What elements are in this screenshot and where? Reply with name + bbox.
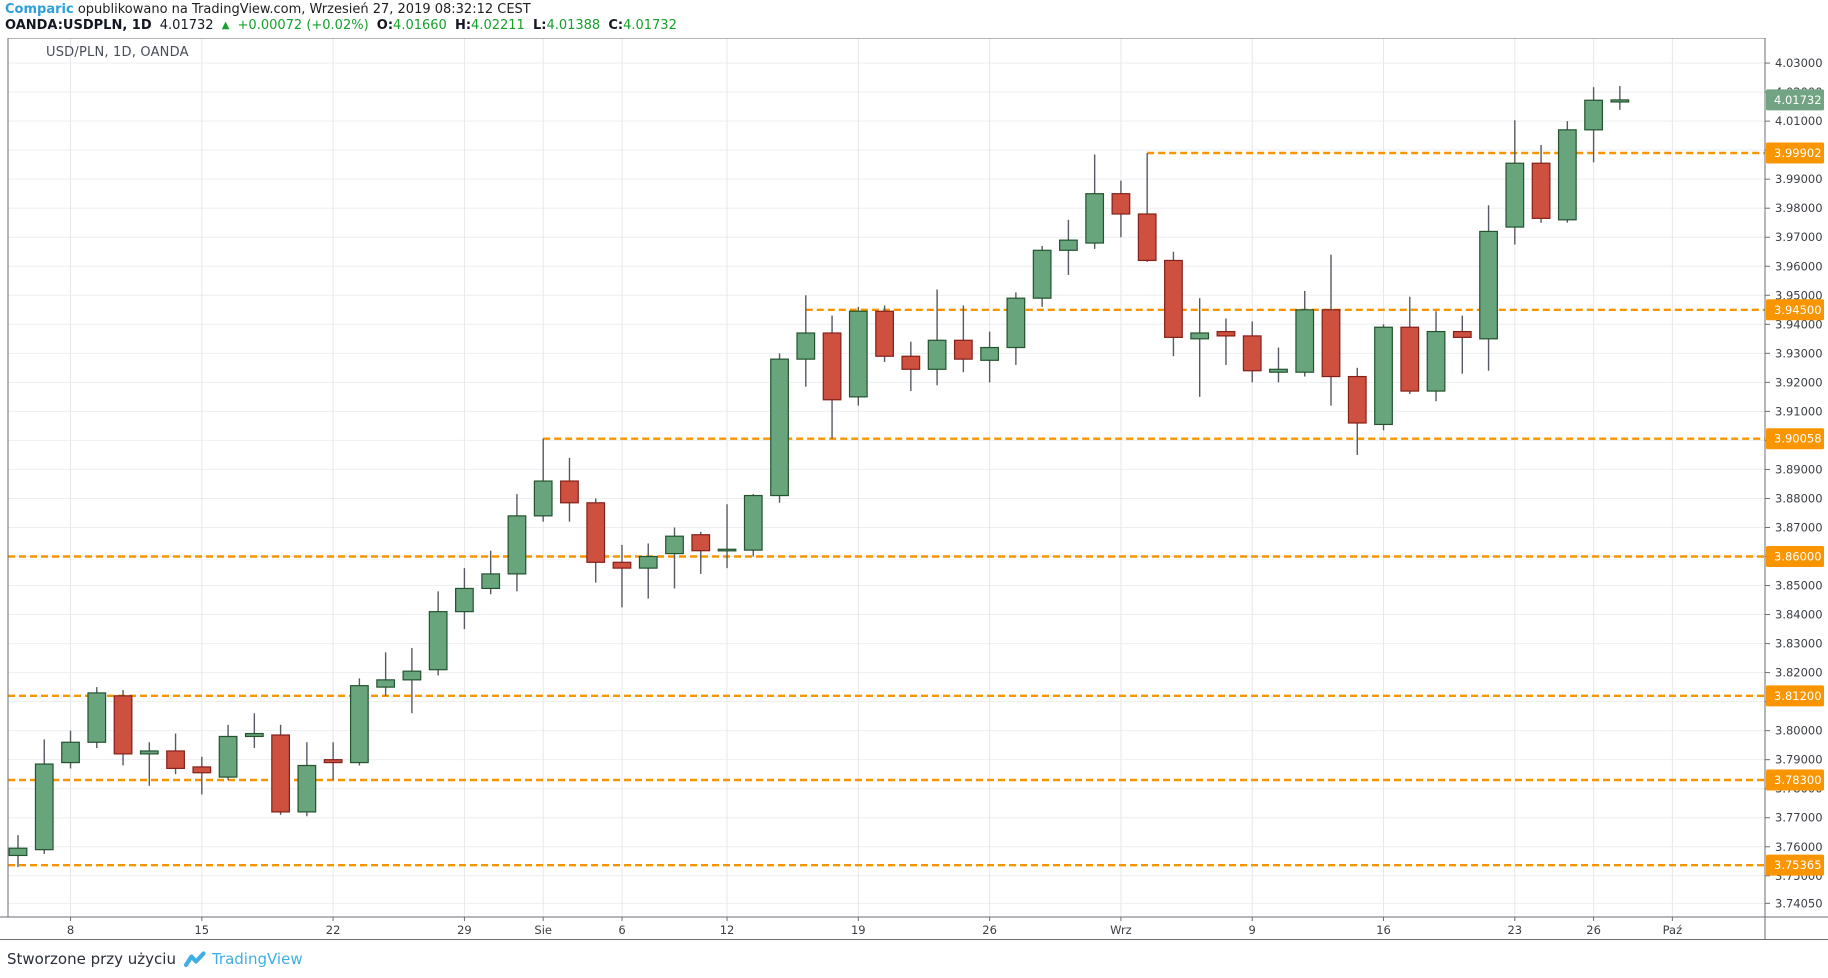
high-value: 4.02211	[471, 18, 525, 33]
created-with-text: Stworzone przy użyciu	[7, 950, 176, 968]
up-arrow-icon: ▲	[221, 20, 230, 31]
svg-text:3.87000: 3.87000	[1775, 520, 1823, 534]
svg-text:3.88000: 3.88000	[1775, 491, 1823, 505]
svg-text:Paź: Paź	[1663, 923, 1683, 937]
svg-text:3.76000: 3.76000	[1775, 840, 1823, 854]
svg-text:3.95000: 3.95000	[1775, 288, 1823, 302]
svg-text:4.01732: 4.01732	[1774, 93, 1822, 107]
svg-text:9: 9	[1249, 923, 1256, 937]
svg-text:3.85000: 3.85000	[1775, 579, 1823, 593]
svg-text:3.89000: 3.89000	[1775, 462, 1823, 476]
price-axis[interactable]	[1766, 38, 1828, 917]
close-label: C:	[608, 18, 624, 33]
svg-text:6: 6	[618, 923, 625, 937]
svg-text:3.90058: 3.90058	[1774, 432, 1822, 446]
symbol-name: OANDA:USDPLN, 1D	[5, 18, 152, 33]
publisher-link[interactable]: Comparic	[5, 2, 74, 17]
svg-text:3.78300: 3.78300	[1774, 773, 1822, 787]
axis-price-badge: 3.86000	[1766, 546, 1824, 568]
svg-text:4.01000: 4.01000	[1775, 114, 1823, 128]
svg-text:3.92000: 3.92000	[1775, 375, 1823, 389]
low-label: L:	[532, 18, 547, 33]
svg-text:12: 12	[720, 923, 735, 937]
open-label: O:	[376, 18, 394, 33]
symbol-info-line: OANDA:USDPLN, 1D 4.01732 ▲ +0.00072 (+0.…	[5, 18, 681, 33]
svg-text:15: 15	[194, 923, 209, 937]
svg-text:3.97000: 3.97000	[1775, 230, 1823, 244]
svg-text:3.83000: 3.83000	[1775, 637, 1823, 651]
svg-text:3.99000: 3.99000	[1775, 172, 1823, 186]
svg-text:3.77000: 3.77000	[1775, 811, 1823, 825]
svg-text:29: 29	[457, 923, 472, 937]
svg-text:4.03000: 4.03000	[1775, 56, 1823, 70]
high-label: H:	[454, 18, 472, 33]
svg-text:26: 26	[1586, 923, 1601, 937]
svg-text:3.99902: 3.99902	[1774, 146, 1822, 160]
low-value: 4.01388	[546, 18, 601, 33]
svg-text:3.94500: 3.94500	[1774, 303, 1822, 317]
svg-text:3.80000: 3.80000	[1775, 724, 1823, 738]
svg-text:3.86000: 3.86000	[1774, 550, 1822, 564]
svg-text:19: 19	[851, 923, 866, 937]
svg-text:26: 26	[982, 923, 997, 937]
svg-text:3.79000: 3.79000	[1775, 753, 1823, 767]
axis-price-badge: 3.94500	[1766, 299, 1824, 321]
svg-text:3.74050: 3.74050	[1775, 896, 1823, 910]
svg-text:16: 16	[1376, 923, 1391, 937]
time-axis-labels: 8 15 22 29 Sie 6 12 19 26 Wrz 9 16 23 26 Paź	[67, 917, 1682, 937]
svg-text:3.93000: 3.93000	[1775, 346, 1823, 360]
axis-price-badge: 3.75365	[1766, 854, 1824, 876]
price-chart: 4.030004.020004.010004.000003.990003.980…	[0, 37, 1828, 940]
svg-text:3.98000: 3.98000	[1775, 201, 1823, 215]
tradingview-link[interactable]: TradingView	[211, 950, 303, 968]
close-value: 4.01732	[623, 18, 677, 33]
svg-text:3.96000: 3.96000	[1775, 259, 1823, 273]
svg-text:3.84000: 3.84000	[1775, 608, 1823, 622]
svg-text:3.81200: 3.81200	[1774, 689, 1822, 703]
svg-text:3.91000: 3.91000	[1775, 404, 1823, 418]
price-change: +0.00072 (+0.02%)	[237, 18, 369, 33]
svg-text:3.94000: 3.94000	[1775, 317, 1823, 331]
candlestick-chart-canvas[interactable]: 4.030004.020004.010004.000003.990003.980…	[0, 37, 1828, 940]
svg-text:22: 22	[326, 923, 341, 937]
last-price-value: 4.01732	[159, 18, 214, 33]
svg-text:8: 8	[67, 923, 74, 937]
axis-price-badge: 3.99902	[1766, 142, 1824, 164]
publish-note: opublikowano na TradingView.com, Wrzesie…	[77, 2, 531, 17]
header: Comparic opublikowano na TradingView.com…	[0, 0, 1828, 38]
footer: Stworzone przy użyciu TradingView	[0, 940, 1828, 978]
chart-frame	[0, 37, 1828, 940]
svg-text:23: 23	[1507, 923, 1522, 937]
chart-legend: USD/PLN, 1D, OANDA	[46, 45, 189, 60]
time-axis[interactable]	[0, 917, 1765, 940]
axis-price-badge: 3.81200	[1766, 685, 1824, 707]
candles-layer	[8, 85, 1630, 868]
open-value: 4.01660	[393, 18, 447, 33]
axis-price-badge: 3.90058	[1766, 428, 1824, 450]
svg-text:Wrz: Wrz	[1110, 923, 1132, 937]
publish-info-line: Comparic opublikowano na TradingView.com…	[5, 2, 531, 17]
svg-text:3.82000: 3.82000	[1775, 666, 1823, 680]
tradingview-logo-icon	[183, 950, 206, 967]
axis-price-badge: 3.78300	[1766, 769, 1824, 791]
axis-price-badge: 4.01732	[1766, 89, 1824, 111]
svg-text:3.75365: 3.75365	[1774, 858, 1822, 872]
svg-text:Sie: Sie	[534, 923, 552, 937]
